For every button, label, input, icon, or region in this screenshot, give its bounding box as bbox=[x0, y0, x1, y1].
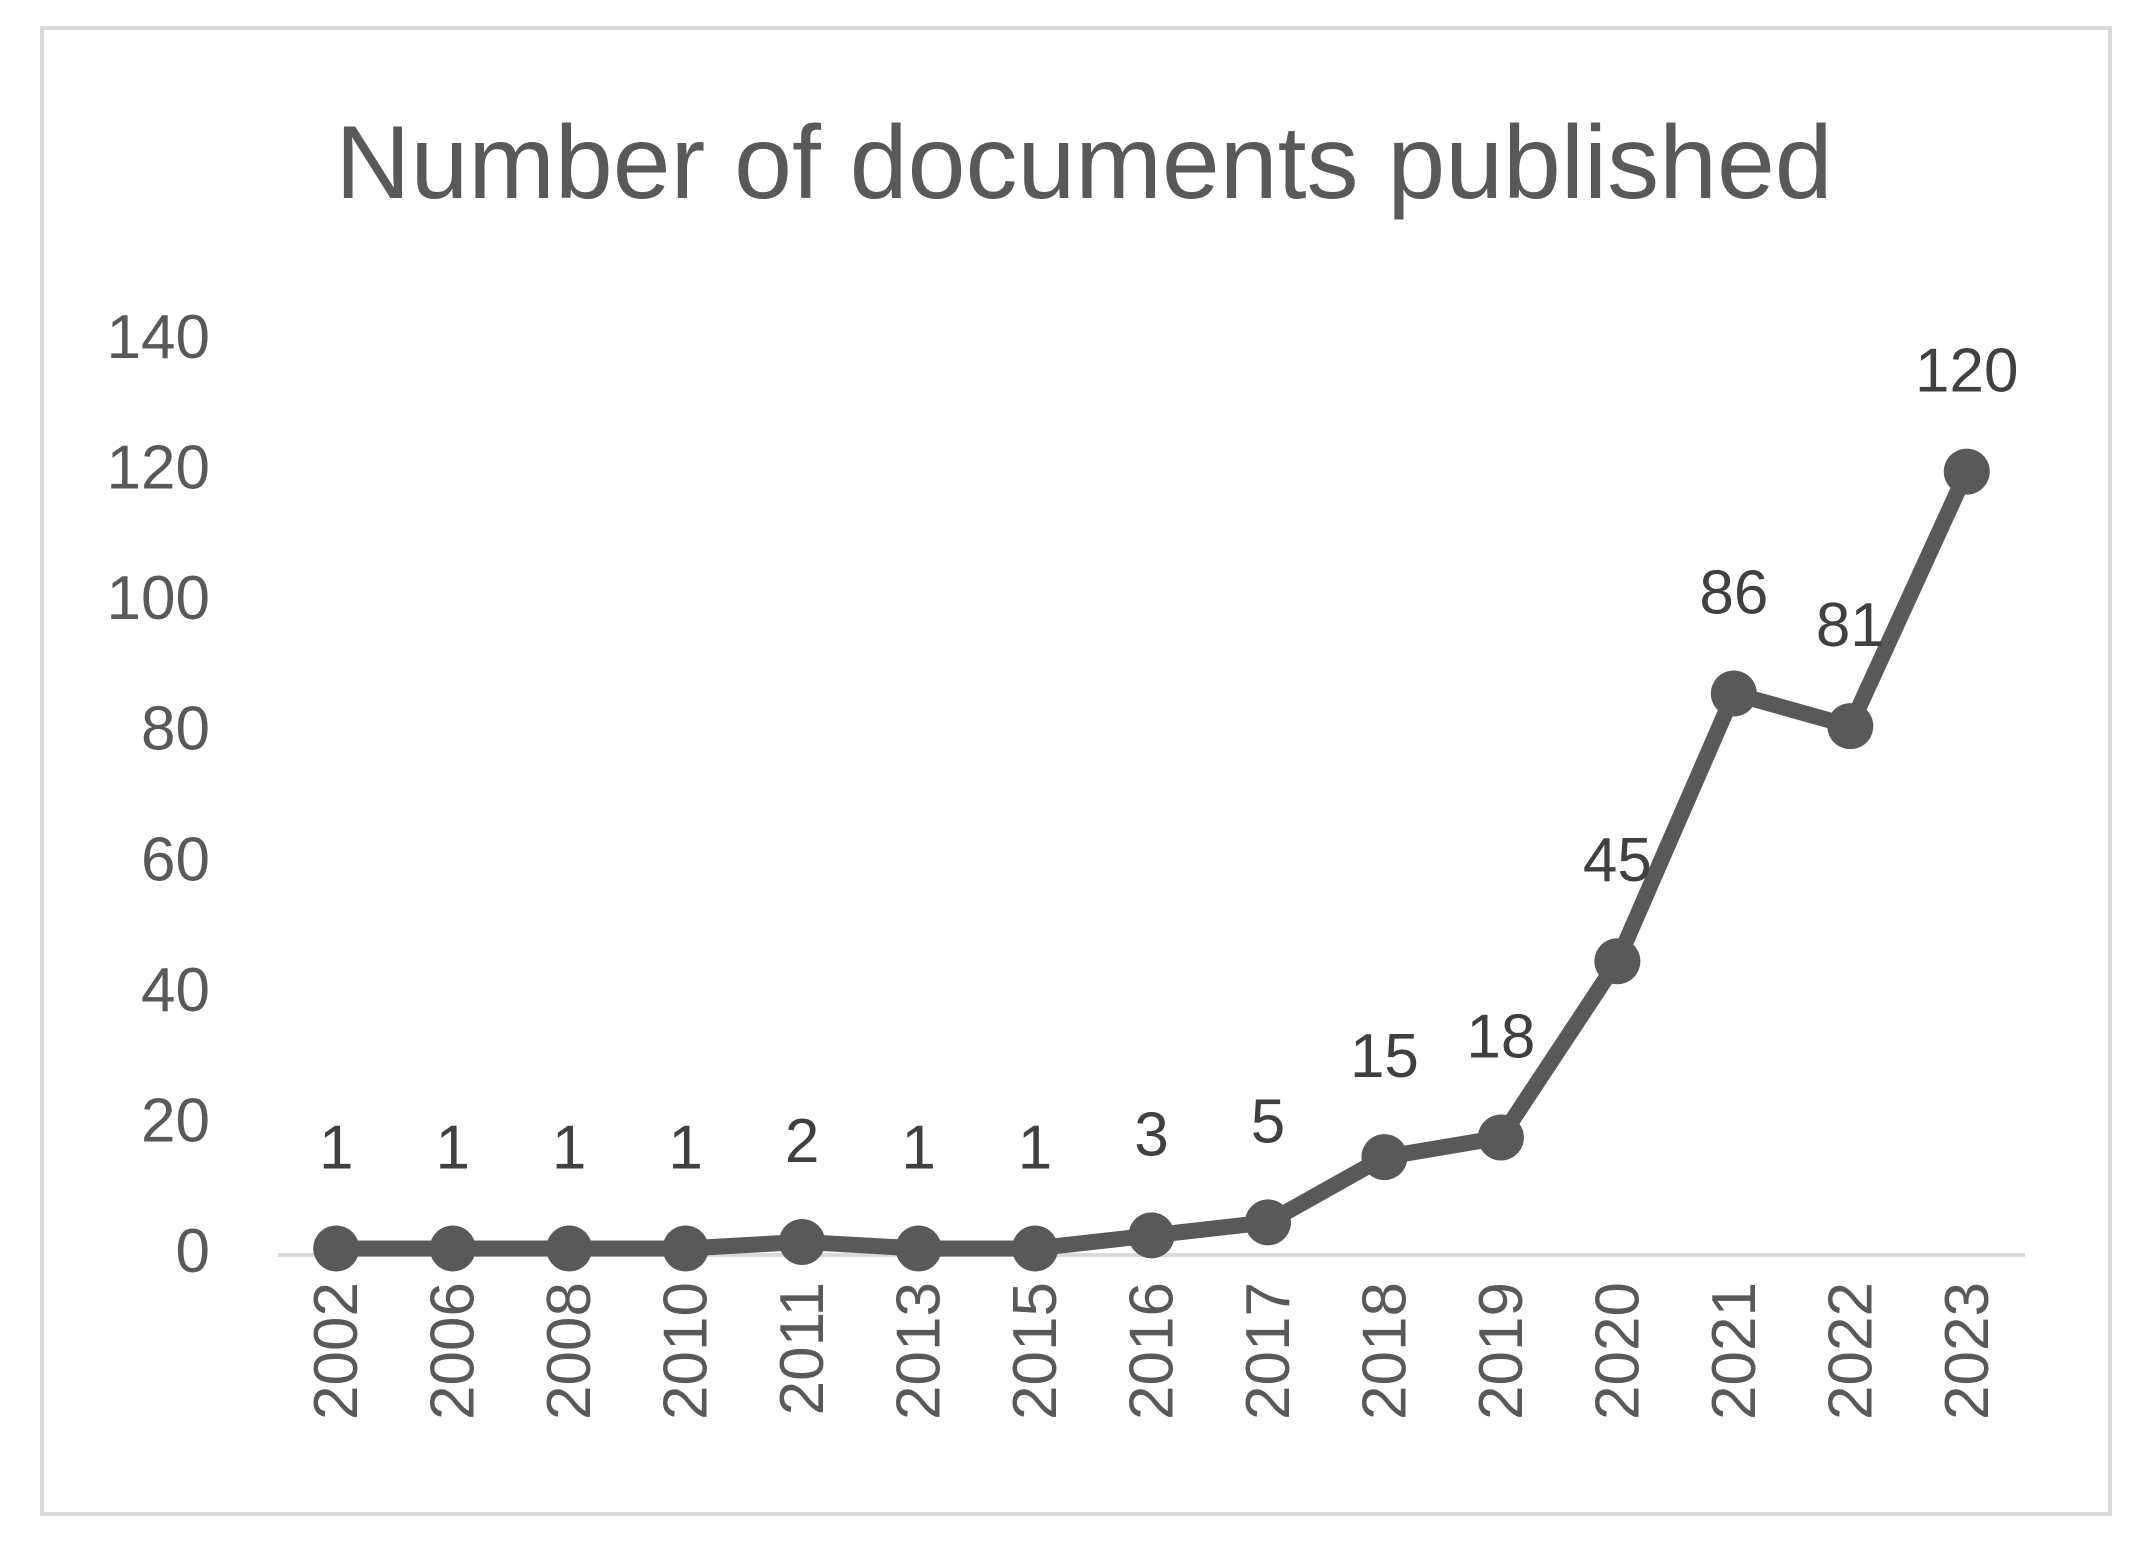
data-point bbox=[1710, 670, 1757, 717]
y-tick-label: 100 bbox=[107, 564, 210, 633]
x-tick-label: 2002 bbox=[302, 1282, 371, 1420]
data-point bbox=[895, 1225, 942, 1272]
x-axis-ticks: 2002 2006 2008 2010 2011 2013 2015 2016 2017 2018… bbox=[302, 1282, 2002, 1420]
data-label: 15 bbox=[1350, 1022, 1419, 1091]
x-tick-label: 2023 bbox=[1933, 1282, 2002, 1420]
data-point bbox=[1827, 703, 1874, 750]
y-tick-label: 0 bbox=[176, 1217, 210, 1286]
data-label: 1 bbox=[668, 1113, 702, 1182]
x-tick-label: 2021 bbox=[1700, 1282, 1769, 1420]
y-tick-label: 20 bbox=[141, 1086, 210, 1155]
series-group bbox=[313, 448, 1990, 1272]
data-label: 5 bbox=[1251, 1087, 1285, 1156]
data-point bbox=[1128, 1212, 1175, 1259]
data-labels: 1 1 1 1 2 1 1 3 5 15 18 45 86 81 120 bbox=[319, 337, 2019, 1183]
data-label: 120 bbox=[1915, 337, 2018, 406]
data-label: 1 bbox=[319, 1113, 353, 1182]
x-tick-label: 2015 bbox=[1001, 1282, 1070, 1420]
data-label: 1 bbox=[901, 1113, 935, 1182]
x-tick-label: 2011 bbox=[768, 1282, 837, 1415]
data-point bbox=[1477, 1114, 1524, 1161]
x-tick-label: 2018 bbox=[1350, 1282, 1419, 1420]
data-point bbox=[779, 1218, 826, 1265]
data-point bbox=[1594, 938, 1641, 985]
y-tick-label: 40 bbox=[141, 956, 210, 1025]
data-label: 1 bbox=[1018, 1113, 1052, 1182]
data-label: 3 bbox=[1134, 1100, 1168, 1169]
data-label: 81 bbox=[1816, 591, 1885, 660]
x-tick-label: 2008 bbox=[535, 1282, 604, 1420]
data-label: 1 bbox=[435, 1113, 469, 1182]
data-point bbox=[1012, 1225, 1059, 1272]
y-tick-label: 140 bbox=[107, 303, 210, 372]
x-tick-label: 2006 bbox=[419, 1282, 488, 1420]
x-tick-label: 2017 bbox=[1234, 1282, 1303, 1420]
data-label: 2 bbox=[785, 1107, 819, 1176]
x-tick-label: 2013 bbox=[885, 1282, 954, 1420]
data-label: 45 bbox=[1583, 826, 1652, 895]
y-tick-label: 120 bbox=[107, 434, 210, 503]
x-tick-label: 2022 bbox=[1816, 1282, 1885, 1420]
data-point bbox=[546, 1225, 593, 1272]
y-axis-ticks: 0 20 40 60 80 100 120 140 bbox=[107, 303, 210, 1286]
data-point bbox=[1361, 1134, 1408, 1181]
data-label: 1 bbox=[552, 1113, 586, 1182]
data-point bbox=[313, 1225, 360, 1272]
x-tick-label: 2010 bbox=[652, 1282, 721, 1420]
chart-title: Number of documents published bbox=[335, 105, 1832, 221]
y-tick-label: 60 bbox=[141, 825, 210, 894]
x-tick-label: 2019 bbox=[1467, 1282, 1536, 1420]
data-label: 18 bbox=[1466, 1002, 1535, 1071]
data-point bbox=[1943, 448, 1990, 495]
y-tick-label: 80 bbox=[141, 695, 210, 764]
x-tick-label: 2020 bbox=[1583, 1282, 1652, 1420]
data-label: 86 bbox=[1699, 559, 1768, 628]
data-point bbox=[1244, 1199, 1291, 1246]
data-point bbox=[429, 1225, 476, 1272]
x-tick-label: 2016 bbox=[1118, 1282, 1187, 1420]
data-point bbox=[662, 1225, 709, 1272]
chart-border bbox=[40, 26, 2112, 1516]
